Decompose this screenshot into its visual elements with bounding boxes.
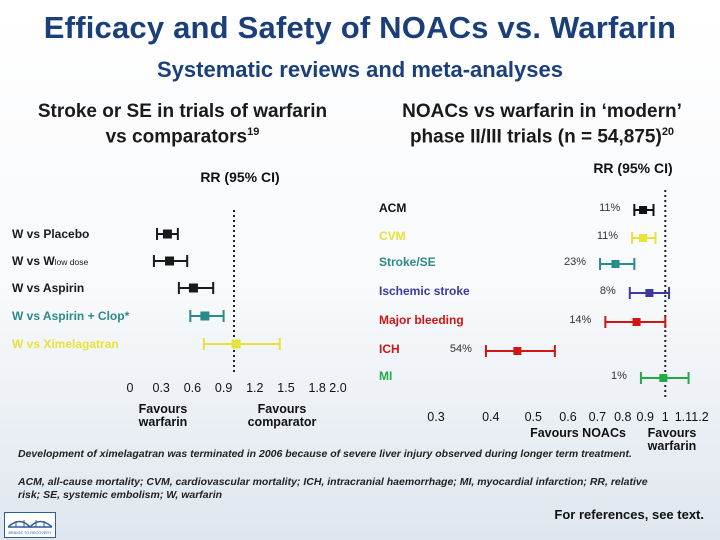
right-panel-title-line2: phase II/III trials (n = 54,875)20: [372, 122, 712, 147]
left-panel-title-line2-text: vs comparators: [105, 126, 248, 148]
left-panel-title-ref: 19: [247, 126, 260, 138]
right-row-3-point: [645, 289, 654, 297]
right-row-label-4: Major bleeding: [379, 313, 464, 327]
right-row-6-point: [659, 374, 668, 382]
right-xtick-4: 0.7: [589, 410, 606, 424]
right-xtick-6: 0.9: [637, 410, 654, 424]
left-row-label-2: W vs Aspirin: [12, 281, 84, 295]
right-row-5-point: [513, 347, 522, 355]
footnote-abbreviations: ACM, all-cause mortality; CVM, cardiovas…: [18, 476, 648, 501]
right-row-pct-5: 54%: [450, 343, 472, 355]
right-row-label-2: Stroke/SE: [379, 255, 436, 269]
right-row-pct-3: 8%: [600, 285, 616, 297]
slide-title: Efficacy and Safety of NOACs vs. Warfari…: [43, 10, 677, 45]
left-row-4-point: [231, 339, 241, 349]
right-panel-title-line2-text: phase II/III trials (n = 54,875): [409, 126, 662, 148]
right-row-pct-1: 11%: [597, 230, 618, 242]
left-xtick-1: 0.3: [153, 381, 170, 395]
left-row-3-point: [200, 311, 210, 321]
left-xlabel-right-0: Favours: [258, 402, 307, 416]
right-xtick-8: 1.1: [675, 410, 692, 424]
left-panel-title-line2: vs comparators19: [10, 122, 355, 147]
right-row-pct-6: 1%: [611, 370, 627, 382]
right-row-4-point: [632, 318, 641, 326]
logo-text: BRIDGE TO RECOVERY: [8, 531, 52, 535]
right-panel-title-line1: NOACs vs warfarin in ‘modern’: [402, 101, 682, 122]
right-xlabel-left-0: Favours NOACs: [530, 426, 626, 440]
right-xtick-2: 0.5: [525, 410, 542, 424]
right-row-label-1: CVM: [379, 229, 406, 243]
slide-subtitle: Systematic reviews and meta-analyses: [156, 57, 563, 82]
left-xtick-5: 1.5: [277, 381, 294, 395]
right-xtick-5: 0.8: [614, 410, 631, 424]
left-xtick-0: 0: [127, 381, 134, 395]
footnote-ximelagatran: Development of ximelagatran was terminat…: [18, 448, 632, 460]
right-row-pct-2: 23%: [564, 256, 586, 268]
left-panel-title-line1: Stroke or SE in trials of warfarin: [37, 101, 328, 122]
left-xlabel-right-1: comparator: [248, 415, 317, 429]
left-row-2-point: [188, 283, 198, 293]
left-xtick-7: 2.0: [329, 381, 346, 395]
right-xtick-7: 1: [662, 410, 669, 424]
left-row-1-point: [165, 256, 175, 266]
right-row-label-3: Ischemic stroke: [379, 284, 470, 298]
left-xtick-4: 1.2: [246, 381, 263, 395]
left-xtick-6: 1.8: [309, 381, 326, 395]
left-xtick-3: 0.9: [215, 381, 232, 395]
right-xlabel-right-0: Favours: [648, 426, 697, 440]
right-axis-title: RR (95% CI): [593, 160, 672, 176]
right-xtick-0: 0.3: [427, 410, 444, 424]
right-row-label-0: ACM: [379, 201, 406, 215]
left-xlabel-left-1: warfarin: [138, 415, 188, 429]
right-xtick-3: 0.6: [559, 410, 576, 424]
right-xtick-1: 0.4: [482, 410, 499, 424]
left-row-label-3: W vs Aspirin + Clop*: [12, 309, 130, 323]
left-xlabel-left-0: Favours: [139, 402, 188, 416]
right-xtick-9: 1.2: [691, 410, 708, 424]
left-row-label-4: W vs Ximelagatran: [12, 337, 119, 351]
right-row-pct-0: 11%: [599, 202, 620, 214]
left-xtick-2: 0.6: [184, 381, 201, 395]
right-row-2-point: [611, 260, 620, 268]
right-row-1-point: [639, 234, 648, 242]
left-row-label-sub-1: low dose: [55, 257, 89, 267]
left-row-0-point: [162, 229, 172, 239]
right-panel-title: NOACs vs warfarin in ‘modern’ phase II/I…: [372, 101, 712, 147]
right-panel-title-ref: 20: [661, 126, 675, 138]
references-note: For references, see text.: [554, 507, 704, 522]
left-row-label-1: W vs Wlow dose: [12, 254, 88, 268]
right-row-label-5: ICH: [379, 342, 400, 356]
right-row-label-6: MI: [379, 369, 392, 383]
left-panel-title: Stroke or SE in trials of warfarin vs co…: [10, 101, 355, 147]
right-row-pct-4: 14%: [569, 314, 591, 326]
left-axis-title: RR (95% CI): [200, 169, 279, 185]
right-xlabel-right-1: warfarin: [647, 439, 697, 453]
right-row-0-point: [639, 206, 648, 214]
left-row-label-0: W vs Placebo: [12, 227, 89, 241]
bridge-logo-icon: BRIDGE TO RECOVERY: [4, 512, 56, 538]
